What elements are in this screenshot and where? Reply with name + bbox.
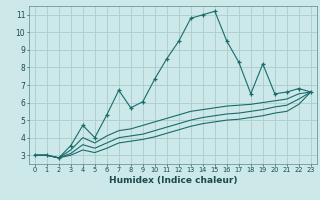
- X-axis label: Humidex (Indice chaleur): Humidex (Indice chaleur): [108, 176, 237, 185]
